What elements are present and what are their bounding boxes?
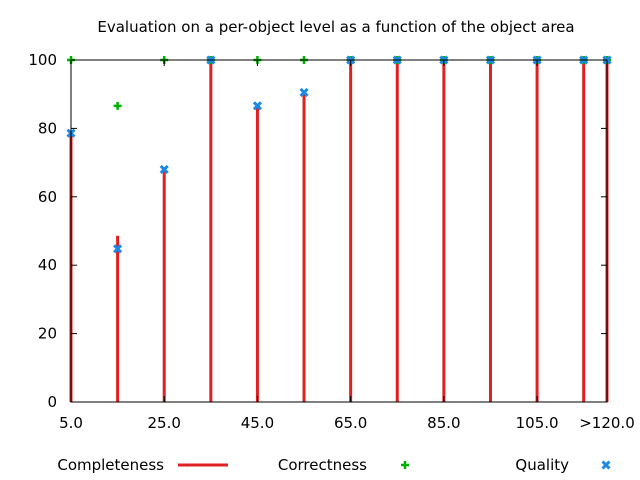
plot-frame (70, 59, 608, 403)
plot-area (66, 55, 612, 402)
x-tick-label: 85.0 (427, 414, 460, 432)
series-completeness (69, 60, 609, 402)
legend: Completeness Correctness Quality (57, 456, 611, 474)
legend-label: Quality (515, 456, 569, 474)
y-tick-label: 100 (28, 51, 57, 69)
x-tick-label: 65.0 (334, 414, 367, 432)
series-correctness (67, 56, 611, 110)
y-tick-label: 20 (38, 325, 57, 343)
legend-x-sample (601, 460, 611, 470)
x-tick-label: 105.0 (516, 414, 559, 432)
x-tick-label: 45.0 (241, 414, 274, 432)
quality-point (252, 101, 262, 111)
y-tick-label: 60 (38, 188, 57, 206)
y-tick-label: 0 (47, 393, 57, 411)
x-tick-label: 5.0 (59, 414, 83, 432)
legend-item-completeness: Completeness (57, 456, 228, 474)
legend-item-correctness: Correctness (278, 456, 409, 474)
y-tick-label: 40 (38, 256, 57, 274)
axis-ticks: 0 20 40 60 80 100 5.0 25.0 45.0 65.0 85.0 105.0 >120… (28, 51, 634, 432)
quality-point (113, 244, 123, 254)
legend-label: Correctness (278, 456, 367, 474)
y-tick-label: 80 (38, 119, 57, 137)
x-tick-label: >120.0 (579, 414, 635, 432)
series-quality (66, 55, 612, 254)
legend-item-quality: Quality (515, 456, 611, 474)
x-tick-label: 25.0 (148, 414, 181, 432)
chart-title: Evaluation on a per-object level as a fu… (97, 18, 574, 36)
quality-point (299, 87, 309, 98)
legend-label: Completeness (57, 456, 164, 474)
correctness-point (113, 101, 122, 110)
legend-plus-sample (401, 461, 409, 469)
quality-point (159, 164, 169, 175)
